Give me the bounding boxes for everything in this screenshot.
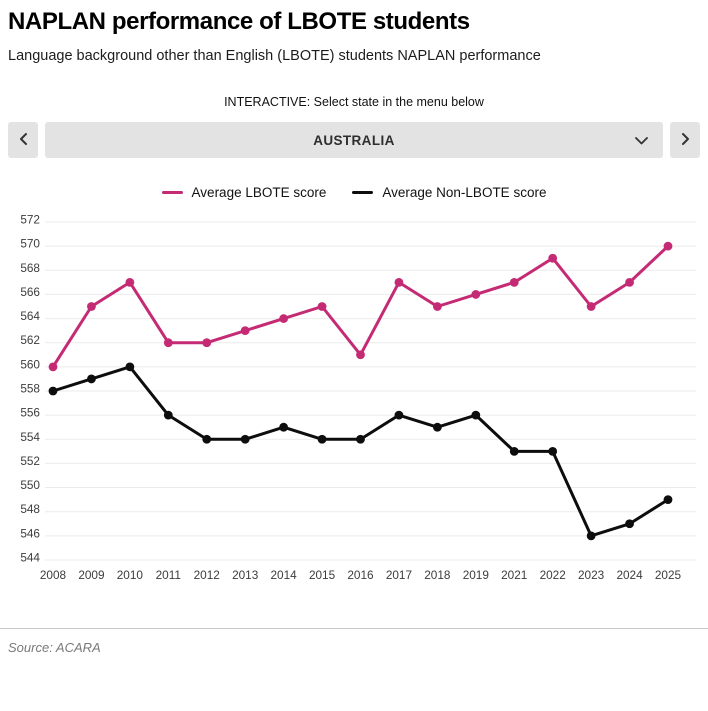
legend-item-lbote: Average LBOTE score [161, 184, 327, 200]
header: NAPLAN performance of LBOTE students Lan… [0, 0, 708, 65]
y-axis-tick-label: 552 [20, 454, 40, 468]
y-axis-tick-label: 562 [20, 334, 40, 348]
data-point [548, 447, 558, 457]
x-axis-tick-label: 2017 [386, 568, 412, 582]
state-select-value: AUSTRALIA [313, 132, 395, 148]
data-point [663, 495, 673, 505]
x-axis-tick-label: 2011 [156, 568, 181, 582]
data-point [356, 435, 365, 445]
lbote-line-swatch [161, 190, 183, 195]
non-lbote-line [51, 365, 670, 538]
data-point [317, 435, 327, 445]
lbote-line [51, 245, 670, 369]
data-point [87, 374, 96, 384]
legend-item-non-lbote: Average Non-LBOTE score [352, 185, 546, 200]
x-axis-tick-label: 2025 [655, 568, 682, 582]
y-axis-tick-label: 544 [20, 551, 40, 565]
state-select[interactable]: AUSTRALIA [45, 122, 663, 159]
data-point [356, 350, 365, 360]
data-point [125, 362, 135, 372]
data-point [586, 302, 596, 312]
y-axis-tick-label: 548 [20, 503, 40, 517]
data-point [48, 362, 58, 372]
data-point [432, 302, 442, 312]
chart-legend: Average LBOTE score Average Non-LBOTE sc… [0, 182, 708, 202]
data-point [663, 242, 673, 251]
data-point [202, 338, 212, 348]
source-attribution: Source: ACARA [8, 640, 101, 656]
data-point [240, 435, 250, 445]
chevron-left-icon [18, 132, 29, 149]
x-axis-tick-label: 2015 [309, 568, 336, 582]
data-point [432, 423, 442, 433]
y-axis-tick-label: 566 [20, 285, 40, 299]
data-point [163, 338, 173, 348]
interactive-instruction: INTERACTIVE: Select state in the menu be… [224, 95, 484, 110]
x-axis-tick-label: 2023 [578, 568, 605, 582]
y-axis-tick-label: 550 [20, 478, 40, 492]
chart-canvas: 572 570 568 566 564 562 560 558 556 554 552 550 548 5… [20, 213, 696, 582]
y-axis-tick-label: 570 [20, 237, 40, 251]
x-axis-tick-label: 2014 [271, 568, 298, 582]
line-chart: 572 570 568 566 564 562 560 558 556 554 552 550 548 5… [0, 202, 708, 599]
x-axis-tick-label: 2013 [232, 568, 259, 582]
legend-label-non-lbote: Average Non-LBOTE score [382, 184, 547, 200]
y-axis-tick-label: 568 [20, 261, 40, 275]
x-axis-tick-label: 2016 [347, 568, 374, 582]
x-axis-tick-label: 2019 [463, 568, 489, 582]
x-axis-tick-label: 2022 [540, 568, 566, 582]
y-axis-tick-label: 560 [20, 358, 40, 372]
x-axis-tick-label: 2008 [40, 568, 67, 582]
x-axis-tick-label: 2018 [424, 568, 451, 582]
data-point [548, 254, 558, 264]
chevron-right-icon [680, 132, 691, 149]
prev-state-button[interactable] [8, 122, 38, 159]
data-point [586, 531, 596, 541]
page-title: NAPLAN performance of LBOTE students [8, 8, 470, 35]
x-axis-tick-label: 2024 [616, 568, 643, 582]
y-axis-tick-label: 546 [20, 527, 40, 541]
y-axis-tick-label: 564 [20, 310, 40, 324]
x-axis-tick-label: 2010 [117, 568, 144, 582]
data-point [48, 387, 58, 396]
y-axis-tick-label: 554 [20, 430, 40, 444]
data-point [625, 278, 634, 288]
data-point [202, 435, 212, 445]
state-selector-row: AUSTRALIA [8, 122, 700, 159]
data-point [509, 278, 519, 288]
data-point [317, 302, 327, 312]
y-axis-tick-label: 558 [20, 382, 40, 396]
data-point [394, 278, 404, 288]
data-point [87, 302, 96, 312]
non-lbote-line-swatch [352, 190, 374, 195]
y-axis-tick-label: 572 [20, 213, 40, 227]
data-point [240, 326, 250, 336]
x-axis-tick-label: 2009 [78, 568, 104, 582]
data-point [163, 411, 173, 420]
x-axis-tick-label: 2012 [194, 568, 220, 582]
legend-label-lbote: Average LBOTE score [191, 184, 327, 200]
chevron-down-icon [634, 133, 649, 151]
data-point [625, 519, 634, 529]
page-subtitle: Language background other than English (… [8, 47, 541, 64]
data-point [471, 290, 481, 300]
y-axis-tick-label: 556 [20, 406, 40, 420]
data-point [509, 447, 519, 457]
data-point [394, 411, 404, 420]
data-point [125, 278, 135, 288]
data-point [471, 411, 481, 420]
x-axis-tick-label: 2021 [501, 568, 527, 582]
footer-divider [0, 628, 708, 630]
data-point [279, 423, 289, 433]
next-state-button[interactable] [670, 122, 700, 159]
data-point [279, 314, 289, 324]
